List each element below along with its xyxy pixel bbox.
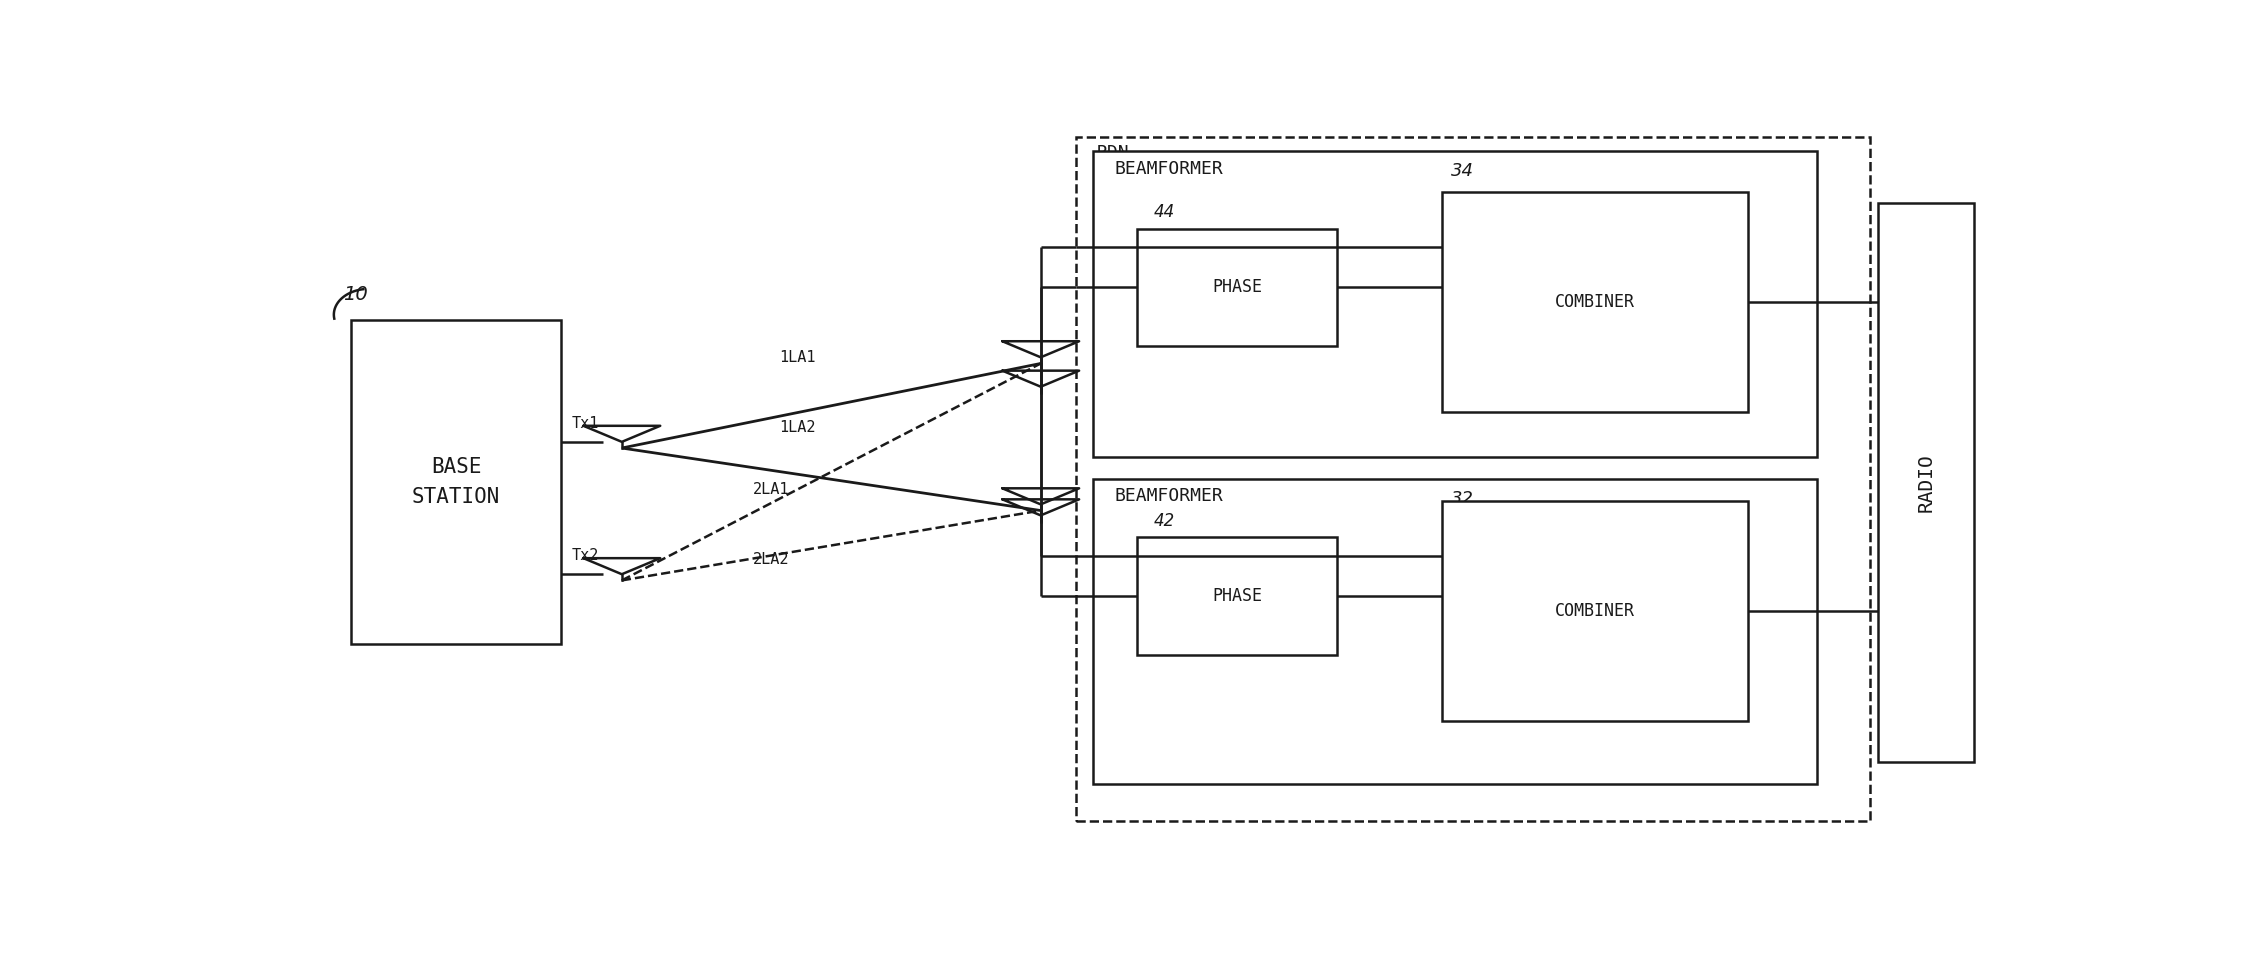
Text: 34: 34 (1450, 162, 1473, 180)
Text: COMBINER: COMBINER (1554, 293, 1635, 311)
FancyBboxPatch shape (1441, 500, 1748, 721)
Text: A2: A2 (1088, 493, 1106, 508)
FancyBboxPatch shape (1076, 137, 1869, 820)
Text: A1: A1 (1088, 346, 1106, 361)
Text: 10: 10 (342, 286, 367, 305)
Text: 2LA2: 2LA2 (752, 552, 788, 567)
Text: Tx2: Tx2 (572, 548, 599, 563)
Text: 42: 42 (1155, 512, 1176, 530)
Text: 1LA2: 1LA2 (779, 419, 815, 435)
FancyBboxPatch shape (351, 321, 561, 644)
Text: PHASE: PHASE (1212, 587, 1261, 605)
Text: RDN: RDN (1097, 144, 1128, 162)
Text: B1: B1 (1088, 504, 1106, 520)
Text: BASE
STATION: BASE STATION (412, 457, 500, 507)
FancyBboxPatch shape (1092, 152, 1817, 456)
Text: BEAMFORMER: BEAMFORMER (1115, 487, 1223, 505)
FancyBboxPatch shape (1092, 478, 1817, 784)
FancyBboxPatch shape (1137, 538, 1338, 655)
Text: 32: 32 (1450, 490, 1473, 508)
Text: PHASE: PHASE (1212, 279, 1261, 296)
FancyBboxPatch shape (1441, 192, 1748, 413)
Text: RADIO: RADIO (1916, 453, 1937, 512)
Text: BEAMFORMER: BEAMFORMER (1115, 160, 1223, 179)
Text: B2: B2 (1088, 375, 1106, 391)
Text: 44: 44 (1155, 203, 1176, 222)
FancyBboxPatch shape (1137, 228, 1338, 347)
Text: 2LA1: 2LA1 (752, 482, 788, 498)
Text: Tx1: Tx1 (572, 415, 599, 431)
FancyBboxPatch shape (1878, 202, 1975, 762)
Text: COMBINER: COMBINER (1554, 602, 1635, 620)
Text: 1LA1: 1LA1 (779, 350, 815, 365)
